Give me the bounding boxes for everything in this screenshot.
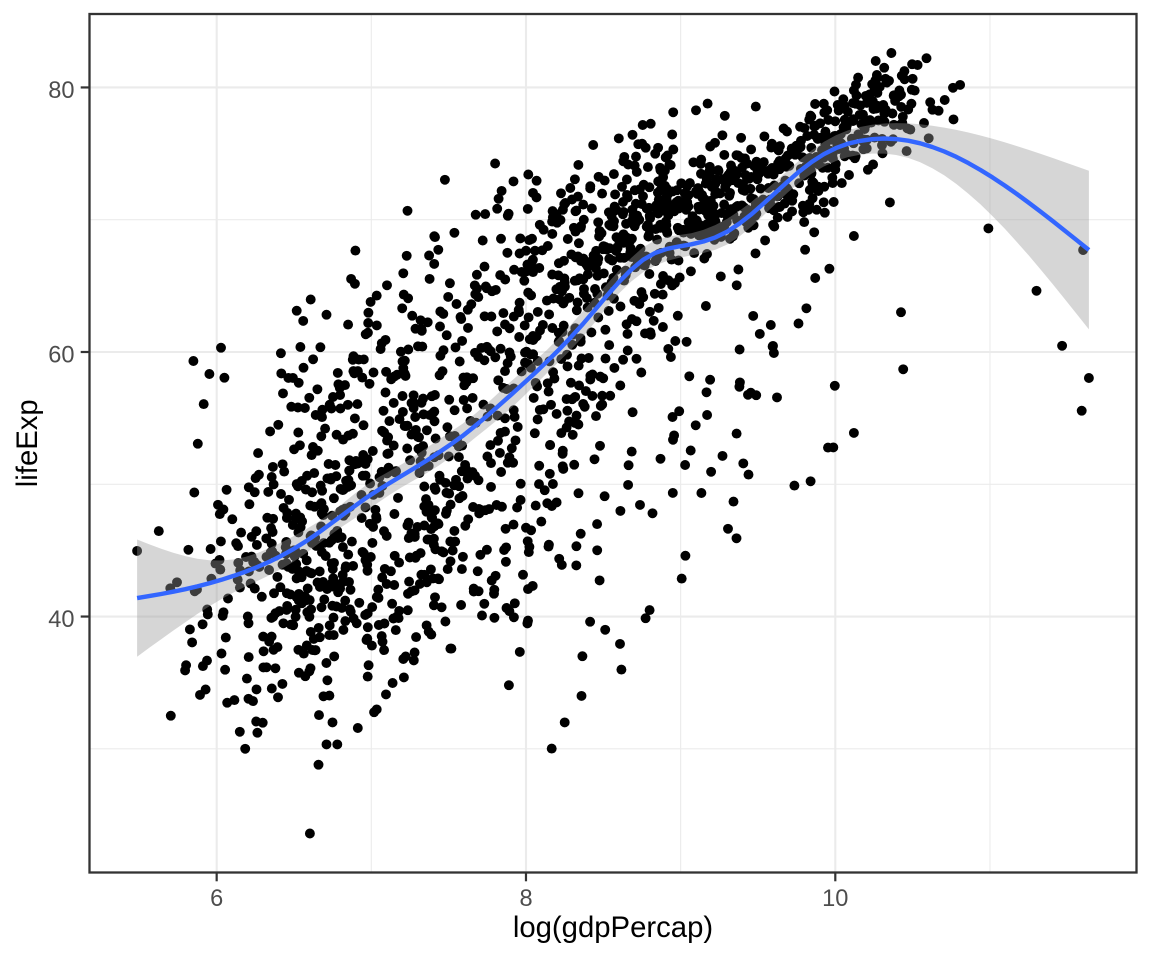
svg-text:80: 80: [48, 78, 74, 104]
svg-text:60: 60: [48, 342, 74, 368]
svg-text:8: 8: [519, 886, 532, 912]
svg-text:log(gdpPercap): log(gdpPercap): [513, 911, 713, 944]
svg-text:lifeExp: lifeExp: [11, 399, 44, 487]
svg-text:40: 40: [48, 607, 74, 633]
svg-text:6: 6: [210, 886, 223, 912]
svg-text:10: 10: [822, 886, 848, 912]
